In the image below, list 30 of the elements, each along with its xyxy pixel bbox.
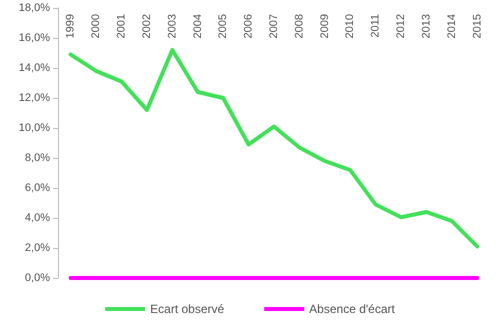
x-tick-label: 1999 [64, 14, 77, 38]
line-series [68, 48, 480, 248]
x-tick-label: 2005 [217, 14, 230, 38]
x-tick-label: 2009 [318, 14, 331, 38]
x-tick-label: 2008 [293, 14, 306, 38]
y-tick-label: 6,0% [24, 182, 50, 194]
y-tick-label: 14,0% [18, 62, 50, 74]
y-tick-label: 16,0% [18, 32, 50, 44]
y-tick-label: 18,0% [18, 2, 50, 14]
x-tick-label: 2003 [166, 14, 178, 38]
x-tick-label: 2007 [268, 14, 280, 38]
y-tick-label: 0,0% [24, 272, 50, 284]
x-tick-label: 2012 [395, 14, 408, 38]
x-tick-label: 2010 [344, 14, 356, 38]
x-tick-label: 2001 [116, 14, 128, 38]
x-tick-label: 2015 [471, 14, 484, 38]
legend-label: Ecart observé [150, 302, 225, 316]
legend-label: Absence d'écart [309, 302, 396, 316]
y-tick-label: 4,0% [24, 212, 50, 224]
x-tick-label: 2013 [420, 14, 432, 38]
y-tick-label: 8,0% [24, 152, 50, 164]
x-tick-label: 2000 [90, 14, 102, 38]
x-tick-label: 2014 [446, 14, 458, 38]
x-tick-label: 2011 [370, 14, 382, 38]
x-tick-label: 2002 [140, 14, 153, 38]
x-tick-label: 2004 [192, 14, 204, 38]
y-tick-label: 10,0% [18, 122, 50, 134]
x-tick-label: 2006 [242, 14, 255, 38]
y-tick-label: 12,0% [18, 92, 50, 104]
y-tick-label: 2,0% [24, 242, 50, 254]
